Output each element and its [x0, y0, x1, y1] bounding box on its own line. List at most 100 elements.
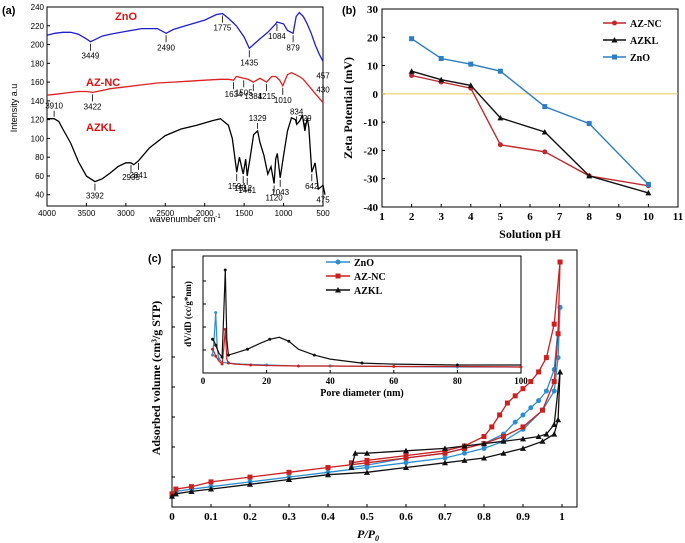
inset-point-azkl — [246, 347, 250, 351]
panel-c-point-azkl — [172, 490, 179, 497]
panel-b-x-axis-label: Solution pH — [499, 227, 561, 241]
panel-a-peak-label: 3910 — [45, 102, 63, 111]
panel-c-desorption-azkl — [350, 371, 561, 468]
panel-c-point-zno — [512, 419, 518, 425]
panel-a-x-tick-label: 2500 — [156, 209, 174, 218]
panel-c-x-tick-label: 1 — [559, 511, 565, 523]
panel-c-point-zno — [403, 460, 409, 466]
panel-b-x-tick-label: 1 — [379, 211, 385, 223]
panel-b-x-tick-label: 10 — [643, 211, 655, 223]
inset-series-az-nc — [211, 329, 522, 368]
panel-c-point-azkl — [520, 435, 526, 442]
panel-a-peak-label: 729 — [298, 114, 312, 123]
inset-point-azkl — [312, 353, 316, 357]
panel-c-point-az-nc — [348, 460, 354, 466]
panel-b-y-tick-label: -30 — [363, 174, 378, 186]
panel-c-x-tick-label: 0.4 — [321, 511, 335, 523]
inset-x-tick-label: 40 — [326, 376, 336, 386]
panel-b-y-tick-label: 0 — [373, 89, 379, 101]
panel-c-point-azkl — [543, 431, 550, 437]
panel-b-point-azkl — [586, 172, 593, 179]
panel-c-point-azkl — [325, 471, 331, 478]
panel-a-y-tick-label: 240 — [31, 3, 45, 12]
panel-a-peak-label: 2841 — [129, 171, 147, 180]
panel-c-point-azkl — [539, 438, 546, 444]
panel-c-point-zno — [462, 450, 467, 456]
inset-x-tick-label: 100 — [514, 376, 528, 386]
panel-b-point-zno — [586, 121, 592, 127]
panel-c-point-az-nc — [520, 424, 526, 430]
inset-series-zno — [211, 312, 521, 368]
panel-a-x-tick-label: 4000 — [38, 209, 56, 218]
panel-c-point-azkl — [188, 488, 195, 494]
panel-c-point-az-nc — [325, 465, 331, 471]
panel-a-x-tick-label: 3500 — [78, 209, 96, 218]
inset-point-zno — [211, 353, 215, 357]
panel-b-y-axis-label: Zeta Potential (mV) — [341, 57, 355, 159]
panel-c-point-azkl — [169, 493, 175, 499]
panel-c-point-azkl — [352, 450, 359, 456]
inset-plot-frame — [202, 255, 522, 374]
panel-b-series-azkl — [411, 70, 649, 194]
panel-c-x-tick-label: 0.3 — [282, 511, 296, 523]
panel-c-point-az-nc — [501, 433, 506, 439]
panel-a-peak-label: 475 — [316, 195, 330, 204]
panel-c-point-az-nc — [540, 407, 545, 413]
panel-b-legend-marker — [611, 37, 618, 43]
panel-c-plot-frame — [171, 249, 578, 508]
panel-a-series-az-nc — [46, 71, 324, 104]
inset-x-tick-label: 20 — [262, 376, 272, 386]
panel-a-peak-label: 3449 — [82, 52, 100, 61]
panel-a-peak-label: 1461 — [238, 186, 256, 195]
panel-a-peak-label: 1084 — [268, 32, 286, 41]
panel-a-peak-label: 430 — [316, 86, 330, 95]
panel-c-point-az-nc — [286, 469, 292, 475]
panel-b-point-azkl — [467, 82, 474, 88]
panel-c-point-azkl — [500, 450, 507, 456]
panel-a-y-tick-label: 200 — [31, 41, 45, 50]
panel-a-y-tick-label: 40 — [35, 191, 44, 200]
panel-a-y-tick-label: 120 — [31, 116, 45, 125]
panel-b-y-tick-label: -40 — [363, 202, 378, 214]
panel-a-x-tick-label: 1500 — [235, 209, 253, 218]
panel-b-point-azkl — [541, 129, 548, 135]
panel-a-peak-label: 1775 — [214, 24, 232, 33]
inset-point-az-nc — [214, 354, 218, 358]
panel-b-x-tick-label: 11 — [673, 211, 683, 223]
panel-c-point-az-nc — [189, 484, 194, 490]
panel-c-legend-marker — [335, 287, 341, 293]
panel-b-point-zno — [645, 181, 651, 187]
panel-b-point-az-nc — [542, 149, 548, 155]
panel-a-peak-label: 834 — [290, 107, 304, 116]
panel-b-point-azkl — [497, 114, 504, 121]
panel-c-point-azkl — [247, 481, 253, 487]
panel-b-x-tick-label: 2 — [409, 211, 415, 223]
panel-c-point-azkl — [481, 454, 487, 461]
panel-c-point-az-nc — [364, 457, 370, 463]
panel-a-peak-label: 1120 — [266, 193, 284, 202]
panel-a-peak-label: 3422 — [84, 102, 102, 111]
panel-a-label: (a) — [2, 5, 16, 17]
panel-c-point-azkl — [348, 464, 355, 471]
panel-a-x-axis-label: wavenumber cm-1 — [148, 214, 221, 224]
panel-c-legend-label: AZ-NC — [354, 272, 386, 283]
panel-c-point-azkl — [535, 433, 542, 439]
panel-b-x-tick-label: 8 — [586, 211, 592, 223]
inset-point-azkl — [287, 339, 291, 343]
panel-b-legend-marker — [612, 20, 617, 26]
inset-y-axis-label: dV/dD (cc/g*nm) — [183, 281, 193, 347]
panel-c-point-azkl — [461, 443, 468, 449]
panel-c-point-az-nc — [536, 369, 542, 375]
panel-c-point-azkl — [364, 469, 370, 475]
panel-c-point-azkl — [551, 431, 558, 437]
panel-c-point-az-nc — [497, 412, 503, 418]
panel-c-point-zno — [551, 388, 557, 394]
panel-a-x-tick-label: 1000 — [275, 209, 293, 218]
panel-b-y-tick-label: -10 — [363, 117, 378, 129]
inset-point-zno — [214, 311, 218, 315]
panel-b-series-az-nc — [411, 74, 649, 187]
panel-c-point-az-nc — [543, 355, 549, 361]
panel-c-x-tick-label: 0.7 — [438, 511, 452, 523]
panel-c-point-azkl — [481, 440, 487, 447]
panel-b-point-azkl — [408, 68, 415, 74]
